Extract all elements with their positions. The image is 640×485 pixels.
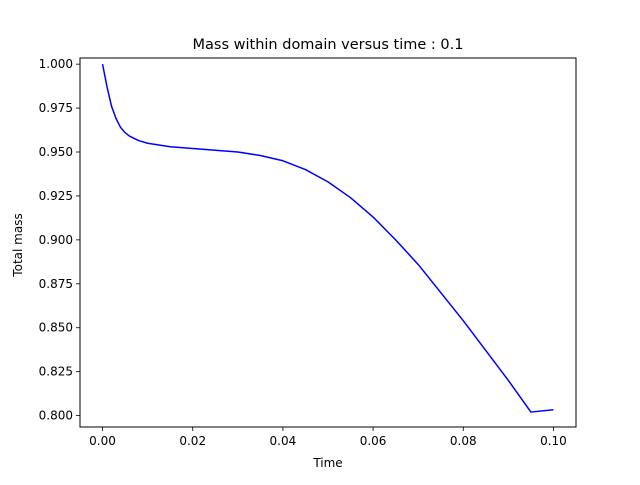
plot-area <box>101 64 554 413</box>
x-tick-label: 0.10 <box>540 434 567 448</box>
y-axis-ticks: 0.800 0.825 0.850 0.875 0.900 0.925 0.950 0.975… <box>39 57 80 423</box>
axes-frame <box>79 57 577 428</box>
x-tick-label: 0.04 <box>270 434 297 448</box>
series-line-0 <box>101 64 554 413</box>
chart-title: Mass within domain versus time : 0.1 <box>193 37 464 53</box>
y-tick-label: 0.975 <box>39 101 73 115</box>
y-tick-label: 0.850 <box>39 321 73 335</box>
x-axis-ticks: 0.00 0.02 0.04 0.06 0.08 0.10 <box>89 427 567 448</box>
y-tick-label: 0.925 <box>39 189 73 203</box>
x-tick-label: 0.00 <box>89 434 116 448</box>
y-tick-label: 0.875 <box>39 277 73 291</box>
x-tick-label: 0.08 <box>450 434 477 448</box>
x-axis-label: Time <box>312 456 342 470</box>
y-tick-label: 1.000 <box>39 57 73 71</box>
y-tick-label: 0.825 <box>39 365 73 379</box>
x-tick-label: 0.06 <box>360 434 387 448</box>
y-tick-label: 0.950 <box>39 145 73 159</box>
y-axis-label: Total mass <box>11 213 25 277</box>
y-tick-label: 0.800 <box>39 409 73 423</box>
x-tick-label: 0.02 <box>179 434 206 448</box>
y-tick-label: 0.900 <box>39 233 73 247</box>
